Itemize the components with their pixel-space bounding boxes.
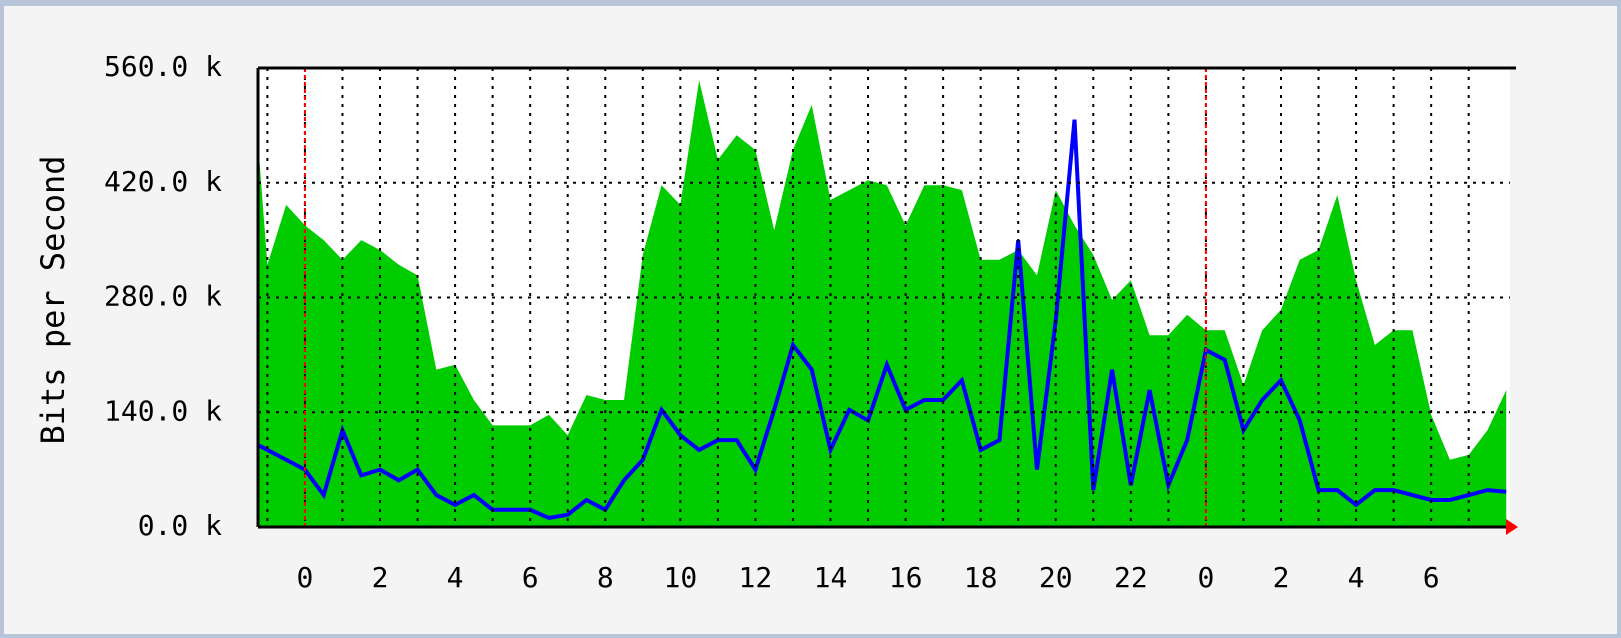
- x-tick-label: 8: [597, 561, 614, 594]
- x-tick-label: 12: [739, 561, 773, 594]
- x-tick-label: 18: [964, 561, 998, 594]
- axis-arrow: [1506, 519, 1518, 535]
- x-tick-label: 6: [1423, 561, 1440, 594]
- x-tick-label: 0: [1197, 561, 1214, 594]
- x-tick-label: 20: [1039, 561, 1073, 594]
- x-tick-label: 0: [296, 561, 313, 594]
- x-tick-label: 10: [663, 561, 697, 594]
- y-tick-label: 420.0 k: [104, 165, 222, 198]
- x-tick-label: 14: [814, 561, 848, 594]
- x-tick-label: 22: [1114, 561, 1148, 594]
- line-series: [257, 119, 1507, 521]
- x-tick-label: 16: [889, 561, 923, 594]
- x-tick-label: 6: [522, 561, 539, 594]
- y-tick-label: 140.0 k: [104, 394, 222, 427]
- x-tick-label: 4: [1348, 561, 1365, 594]
- x-tick-label: 2: [1273, 561, 1290, 594]
- y-tick-label: 560.0 k: [104, 50, 222, 83]
- y-tick-label: 280.0 k: [104, 280, 222, 313]
- x-tick-label: 4: [447, 561, 464, 594]
- y-axis-title: Bits per Second: [34, 156, 72, 445]
- x-tick-label: 2: [372, 561, 389, 594]
- y-tick-label: 0.0 k: [138, 509, 222, 542]
